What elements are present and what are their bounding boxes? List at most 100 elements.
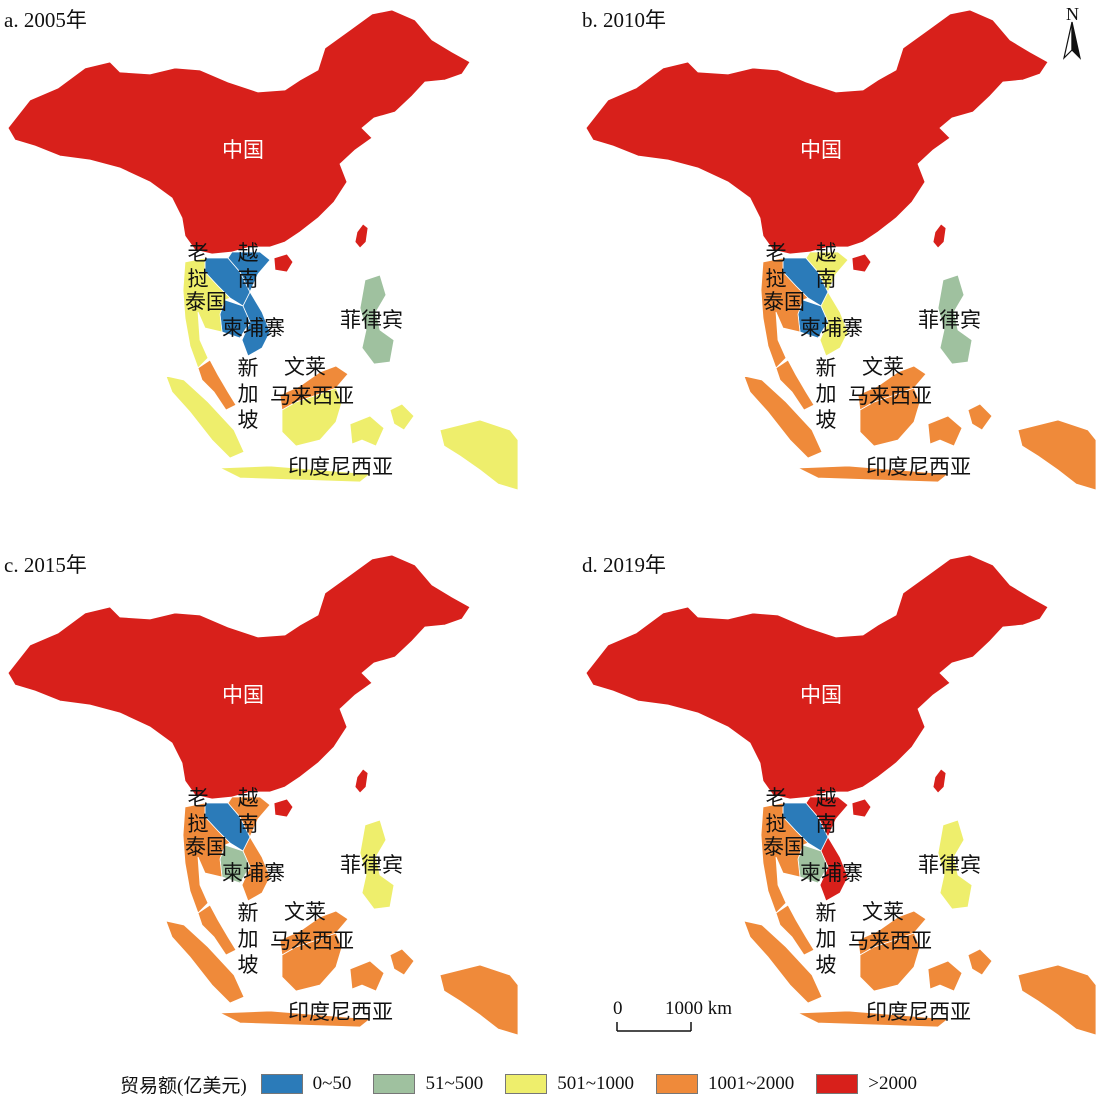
country-indonesia xyxy=(743,920,1097,1036)
country-label-thailand: 泰国 xyxy=(763,290,805,314)
country-label-china: 中国 xyxy=(222,138,264,162)
scale-distance: 1000 km xyxy=(665,998,733,1019)
country-label-vietnam: 越南 xyxy=(237,786,259,836)
country-label-brunei: 文莱 xyxy=(284,355,326,379)
country-indonesia xyxy=(165,920,519,1036)
legend-label: 0~50 xyxy=(312,1073,352,1094)
country-label-singapore: 新加坡 xyxy=(815,356,837,432)
country-philippines xyxy=(937,274,973,365)
country-label-thailand: 泰国 xyxy=(763,835,805,859)
country-label-indonesia: 印度尼西亚 xyxy=(288,455,393,479)
country-thailand xyxy=(182,257,231,369)
country-label-laos: 老挝 xyxy=(765,786,787,836)
map-panel-b: b. 2010年 中国老挝 越南 泰国 柬埔寨 菲律宾新加坡 文莱马来西亚印度尼西亚 xyxy=(578,0,1100,520)
legend-swatch-0 xyxy=(260,1074,303,1094)
country-label-vietnam: 越南 xyxy=(815,241,837,291)
country-thailand xyxy=(760,802,809,914)
country-label-brunei: 文莱 xyxy=(862,355,904,379)
country-label-malaysia: 马来西亚 xyxy=(848,384,932,408)
legend-title: 贸易额(亿美元) xyxy=(120,1075,247,1097)
scale-zero: 0 xyxy=(613,998,623,1019)
legend-item: 501~1000 xyxy=(505,1073,634,1095)
country-label-laos: 老挝 xyxy=(187,241,209,291)
country-label-cambodia: 柬埔寨 xyxy=(800,861,863,885)
country-label-philippines: 菲律宾 xyxy=(340,308,403,332)
country-malay-pen xyxy=(197,359,237,411)
country-china xyxy=(7,554,471,800)
country-china xyxy=(585,9,1049,255)
north-arrow-icon xyxy=(1062,21,1082,60)
country-borneo-id xyxy=(859,932,921,992)
country-label-malaysia: 马来西亚 xyxy=(848,929,932,953)
panel-title: b. 2010年 xyxy=(582,8,666,32)
country-label-philippines: 菲律宾 xyxy=(340,853,403,877)
country-label-thailand: 泰国 xyxy=(185,290,227,314)
country-label-singapore: 新加坡 xyxy=(815,901,837,977)
country-philippines xyxy=(359,274,395,365)
country-vietnam xyxy=(227,251,271,357)
country-label-indonesia: 印度尼西亚 xyxy=(288,1000,393,1024)
country-label-malaysia: 马来西亚 xyxy=(270,929,354,953)
country-label-thailand: 泰国 xyxy=(185,835,227,859)
region-map xyxy=(585,554,1097,1036)
country-label-vietnam: 越南 xyxy=(237,241,259,291)
panel-title: d. 2019年 xyxy=(582,553,666,577)
country-indonesia xyxy=(165,375,519,491)
country-taiwan xyxy=(932,768,947,794)
country-label-brunei: 文莱 xyxy=(862,900,904,924)
legend-swatch-4 xyxy=(816,1074,859,1094)
region-map xyxy=(585,9,1097,491)
scale-bar: 0 1000 km xyxy=(605,998,775,1038)
legend-item: 1001~2000 xyxy=(656,1073,794,1095)
panel-title: c. 2015年 xyxy=(4,553,87,577)
country-hainan xyxy=(851,798,872,818)
country-hainan xyxy=(273,798,294,818)
north-label: N xyxy=(1066,4,1079,24)
country-label-cambodia: 柬埔寨 xyxy=(800,316,863,340)
panel-title: a. 2005年 xyxy=(4,8,87,32)
region-map xyxy=(7,554,519,1036)
country-label-philippines: 菲律宾 xyxy=(918,308,981,332)
country-label-brunei: 文莱 xyxy=(284,900,326,924)
country-philippines xyxy=(359,819,395,910)
legend-label: 1001~2000 xyxy=(708,1073,795,1094)
country-label-cambodia: 柬埔寨 xyxy=(222,316,285,340)
country-hainan xyxy=(273,253,294,273)
country-malay-pen xyxy=(197,904,237,956)
country-taiwan xyxy=(932,223,947,249)
country-label-indonesia: 印度尼西亚 xyxy=(866,455,971,479)
country-philippines xyxy=(937,819,973,910)
country-indonesia xyxy=(743,375,1097,491)
country-label-singapore: 新加坡 xyxy=(237,356,259,432)
legend-item: >2000 xyxy=(816,1073,917,1095)
legend-item: 0~50 xyxy=(260,1073,352,1095)
country-label-cambodia: 柬埔寨 xyxy=(222,861,285,885)
country-label-philippines: 菲律宾 xyxy=(918,853,981,877)
country-taiwan xyxy=(354,223,369,249)
country-label-singapore: 新加坡 xyxy=(237,901,259,977)
country-vietnam xyxy=(227,796,271,902)
country-borneo-id xyxy=(281,932,343,992)
country-label-laos: 老挝 xyxy=(765,241,787,291)
country-label-china: 中国 xyxy=(800,683,842,707)
region-map xyxy=(7,9,519,491)
legend-swatch-1 xyxy=(373,1074,416,1094)
scale-line xyxy=(616,1022,692,1032)
country-borneo-id xyxy=(281,387,343,447)
country-label-indonesia: 印度尼西亚 xyxy=(866,1000,971,1024)
north-arrow: N xyxy=(1060,4,1090,64)
country-label-china: 中国 xyxy=(800,138,842,162)
country-china xyxy=(585,554,1049,800)
legend-swatch-3 xyxy=(656,1074,698,1094)
country-malay-pen xyxy=(775,359,815,411)
country-hainan xyxy=(851,253,872,273)
legend-label: >2000 xyxy=(868,1073,917,1094)
legend-label: 51~500 xyxy=(425,1073,484,1094)
country-borneo-id xyxy=(859,387,921,447)
country-label-vietnam: 越南 xyxy=(815,786,837,836)
map-panel-a: a. 2005年 中国老挝 越南 泰国 柬埔寨 菲律宾新加坡 文莱马来西亚印度尼西亚 xyxy=(0,0,540,520)
country-china xyxy=(7,9,471,255)
country-vietnam xyxy=(805,251,849,357)
country-label-china: 中国 xyxy=(222,683,264,707)
country-label-malaysia: 马来西亚 xyxy=(270,384,354,408)
